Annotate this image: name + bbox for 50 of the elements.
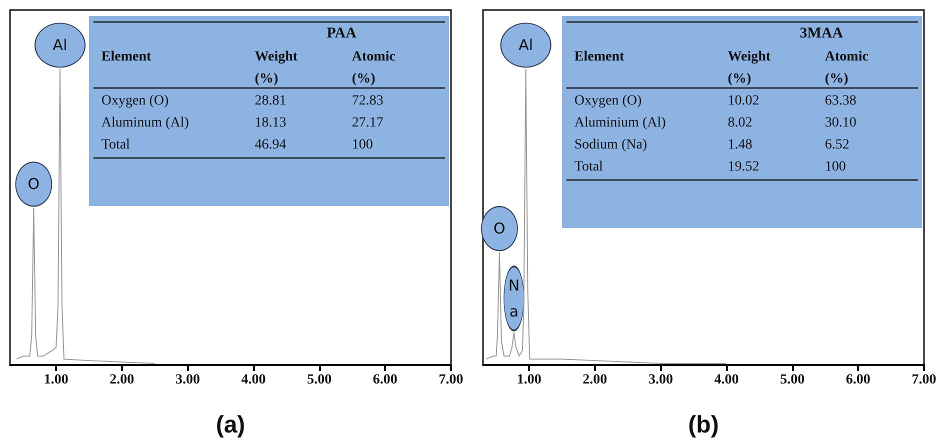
annotation: 100 xyxy=(352,138,373,152)
annotation: Al xyxy=(518,36,533,54)
annotation: Aluminium (Al) xyxy=(574,116,666,130)
x-tick-label: 3.00 xyxy=(175,372,200,388)
x-tick-label: 2.00 xyxy=(110,372,134,388)
annotation: Sodium (Na) xyxy=(574,138,648,152)
x-tick-label: 4.00 xyxy=(714,372,739,388)
x-tick-label: 6.00 xyxy=(372,372,398,388)
annotation: 28.81 xyxy=(254,94,286,108)
x-tick-label: 1.00 xyxy=(44,372,68,388)
annotation: 46.94 xyxy=(254,138,286,152)
annotation: 30.10 xyxy=(824,116,856,130)
annotation: Na xyxy=(508,276,520,320)
x-tick-label: 7.00 xyxy=(438,372,464,388)
x-axis-title: (b) xyxy=(688,412,719,438)
annotation: Total xyxy=(574,160,604,174)
x-tick-label: 3.00 xyxy=(648,372,673,388)
annotation: 100 xyxy=(824,160,846,174)
annotation: 72.83 xyxy=(352,94,384,108)
x-tick-label: 4.00 xyxy=(241,372,266,388)
x-tick-label: 1.00 xyxy=(516,372,542,388)
annotation: Al xyxy=(52,36,68,54)
annotation: 1.48 xyxy=(728,138,752,152)
text: Element xyxy=(574,50,624,64)
annotation: 19.52 xyxy=(728,160,760,174)
annotation: Atomic (%) xyxy=(352,50,396,86)
annotation: Total xyxy=(101,138,130,152)
annotation: Weight (%) xyxy=(728,50,771,86)
annotation: Atomic (%) xyxy=(824,50,868,86)
annotation: Oxygen (O) xyxy=(101,94,169,108)
annotation: 10.02 xyxy=(728,94,760,108)
annotation: O xyxy=(494,220,506,238)
annotation: 8.02 xyxy=(728,116,752,130)
x-tick-label: 7.00 xyxy=(912,372,936,388)
x-tick-label: 5.00 xyxy=(780,372,805,388)
annotation: 63.38 xyxy=(824,94,856,108)
text: Element xyxy=(101,50,152,64)
annotation: Oxygen (O) xyxy=(574,94,642,108)
x-tick-label: 6.00 xyxy=(846,372,870,388)
annotation: O xyxy=(28,175,40,194)
annotation: Weight (%) xyxy=(254,50,298,86)
x-axis-title: (a) xyxy=(216,412,246,438)
text: 3MAA xyxy=(800,26,844,42)
x-tick-label: 5.00 xyxy=(307,372,332,388)
x-tick-label: 2.00 xyxy=(582,372,608,388)
annotation: 27.17 xyxy=(352,116,384,130)
annotation: 6.52 xyxy=(824,138,850,152)
text: PAA xyxy=(326,26,357,42)
annotation: 18.13 xyxy=(254,116,286,130)
annotation: Aluminum (Al) xyxy=(101,116,190,130)
